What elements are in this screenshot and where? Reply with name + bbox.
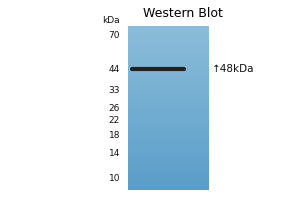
Text: 26: 26 <box>109 104 120 113</box>
Text: 70: 70 <box>109 31 120 40</box>
Text: 44: 44 <box>109 65 120 74</box>
Text: 33: 33 <box>109 86 120 95</box>
Text: 14: 14 <box>109 149 120 158</box>
Text: 18: 18 <box>109 131 120 140</box>
Text: 10: 10 <box>109 174 120 183</box>
Text: Western Blot: Western Blot <box>143 7 223 20</box>
Text: kDa: kDa <box>102 16 120 25</box>
Text: ↑48kDa: ↑48kDa <box>212 64 254 74</box>
Text: 22: 22 <box>109 116 120 125</box>
